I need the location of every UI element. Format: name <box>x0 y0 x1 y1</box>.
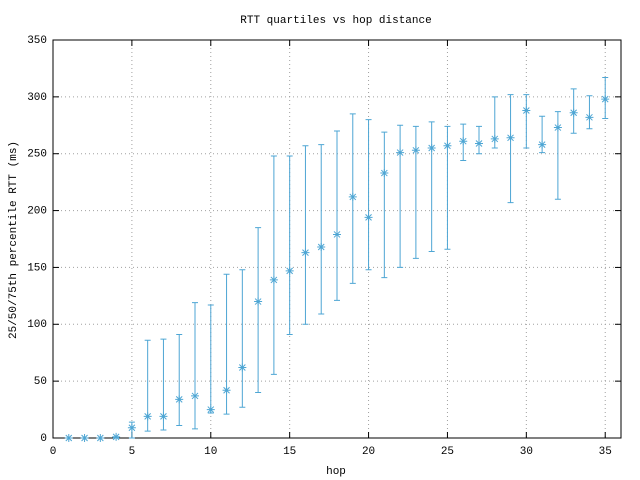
data-point <box>206 405 215 414</box>
x-tick-label: 15 <box>283 446 296 458</box>
data-point <box>396 148 405 157</box>
data-point <box>459 137 468 146</box>
data-point <box>364 213 373 222</box>
data-point <box>553 123 562 132</box>
error-bar <box>176 334 183 426</box>
error-bar <box>428 121 435 253</box>
data-point <box>191 391 199 400</box>
data-point <box>175 395 184 404</box>
data-point <box>380 169 389 178</box>
error-bar <box>523 94 530 149</box>
x-tick-label: 5 <box>129 446 136 458</box>
error-bar <box>270 155 277 375</box>
x-tick-label: 35 <box>599 446 612 458</box>
error-bar <box>318 144 325 315</box>
error-bar <box>507 94 514 204</box>
data-point <box>569 108 578 117</box>
y-tick-label: 200 <box>27 205 47 217</box>
error-bar <box>255 227 262 394</box>
x-tick-label: 20 <box>362 446 375 458</box>
error-bar <box>334 130 340 301</box>
data-point <box>254 297 263 306</box>
data-point <box>112 432 121 441</box>
data-point <box>601 95 610 104</box>
data-point <box>159 412 168 421</box>
x-tick-label: 0 <box>50 446 57 458</box>
data-point <box>64 434 73 442</box>
data-point <box>143 412 152 421</box>
y-tick-label: 350 <box>27 35 47 47</box>
plot-border <box>52 39 622 439</box>
y-tick-label: 0 <box>40 433 47 445</box>
error-bar <box>286 155 293 336</box>
data-point <box>127 423 136 432</box>
error-bar <box>365 119 372 271</box>
x-tick-label: 10 <box>204 446 217 458</box>
x-tick-label: 25 <box>441 446 454 458</box>
data-point <box>443 141 452 150</box>
x-tick-label: 30 <box>520 446 533 458</box>
data-point <box>238 363 247 372</box>
x-axis-label: hop <box>326 466 346 478</box>
data-point <box>538 140 547 149</box>
data-point <box>301 248 310 257</box>
data-point <box>475 139 483 148</box>
data-point <box>427 144 436 153</box>
data-point <box>269 275 278 284</box>
y-tick-label: 150 <box>27 262 47 274</box>
data-point <box>585 113 594 122</box>
data-point <box>348 192 357 201</box>
error-bar <box>586 95 593 130</box>
data-point <box>490 134 499 143</box>
data-point <box>317 242 326 251</box>
error-bar <box>192 302 198 430</box>
y-tick-label: 300 <box>27 92 47 104</box>
y-tick-label: 100 <box>27 319 47 331</box>
data-point <box>222 386 231 395</box>
y-axis-label: 25/50/75th percentile RTT (ms) <box>8 141 20 339</box>
data-point <box>285 266 294 275</box>
error-bar <box>302 145 309 325</box>
data-point <box>411 146 420 155</box>
data-point <box>80 434 89 442</box>
data-point <box>506 133 515 142</box>
y-tick-label: 50 <box>34 376 47 388</box>
data-point <box>522 106 531 115</box>
data-point <box>333 230 341 239</box>
error-bar <box>239 269 246 408</box>
error-bar <box>381 131 388 279</box>
chart-title: RTT quartiles vs hop distance <box>240 15 431 27</box>
y-tick-label: 250 <box>27 149 47 161</box>
data-point <box>96 434 105 442</box>
